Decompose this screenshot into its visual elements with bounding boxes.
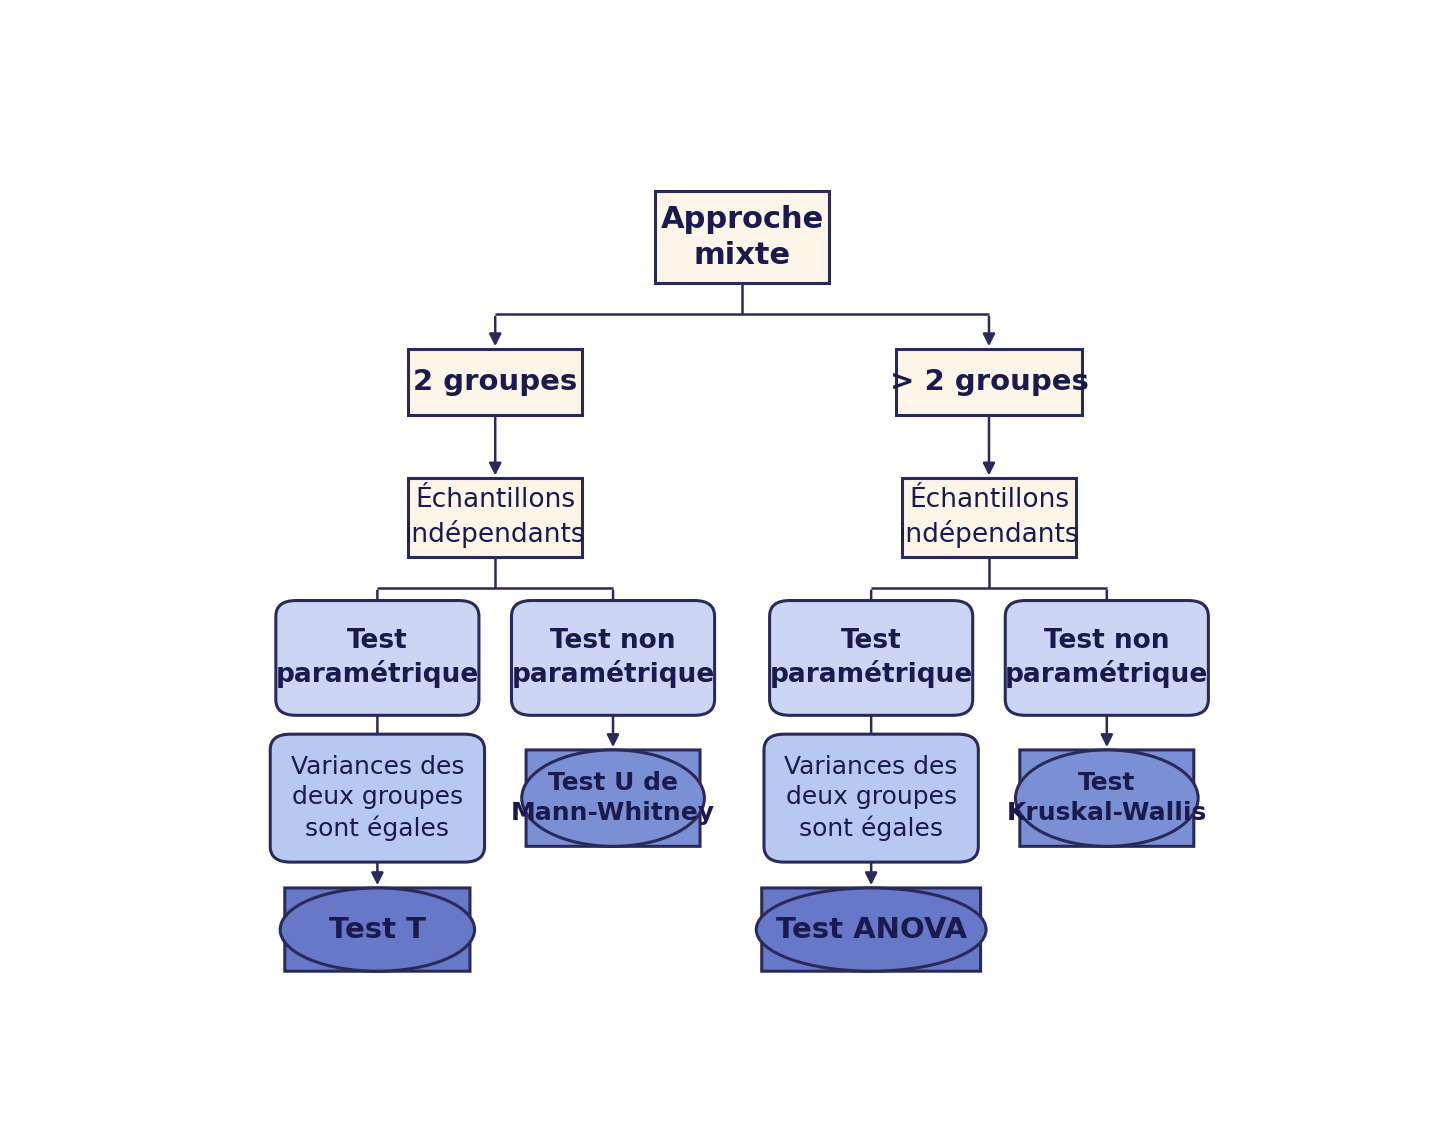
FancyBboxPatch shape <box>408 478 582 558</box>
Text: Test ANOVA: Test ANOVA <box>776 916 967 943</box>
Text: Approche
mixte: Approche mixte <box>660 205 824 270</box>
Text: Test
paramétrique: Test paramétrique <box>769 628 973 688</box>
Text: Test
paramétrique: Test paramétrique <box>275 628 479 688</box>
Text: Échantillons
indépendants: Échantillons indépendants <box>405 487 585 549</box>
FancyBboxPatch shape <box>408 349 582 414</box>
Text: Test U de
Mann-Whitney: Test U de Mann-Whitney <box>511 772 715 825</box>
FancyBboxPatch shape <box>769 601 973 716</box>
Text: Échantillons
indépendants: Échantillons indépendants <box>899 487 1079 549</box>
FancyBboxPatch shape <box>654 191 830 283</box>
FancyBboxPatch shape <box>511 601 715 716</box>
Text: Test
Kruskal-Wallis: Test Kruskal-Wallis <box>1006 772 1208 825</box>
Text: 2 groupes: 2 groupes <box>413 368 578 396</box>
Text: > 2 groupes: > 2 groupes <box>889 368 1089 396</box>
Text: Variances des
deux groupes
sont égales: Variances des deux groupes sont égales <box>785 756 959 841</box>
FancyBboxPatch shape <box>275 601 479 716</box>
Text: Test T: Test T <box>329 916 426 943</box>
Ellipse shape <box>756 888 986 971</box>
FancyBboxPatch shape <box>896 349 1082 414</box>
FancyBboxPatch shape <box>765 734 979 863</box>
Ellipse shape <box>279 888 475 971</box>
Text: Test non
paramétrique: Test non paramétrique <box>511 628 715 688</box>
FancyBboxPatch shape <box>1019 750 1193 847</box>
Text: Test non
paramétrique: Test non paramétrique <box>1005 628 1209 688</box>
FancyBboxPatch shape <box>285 888 471 971</box>
Ellipse shape <box>1015 750 1197 847</box>
FancyBboxPatch shape <box>902 478 1076 558</box>
FancyBboxPatch shape <box>526 750 699 847</box>
FancyBboxPatch shape <box>1005 601 1209 716</box>
Text: Variances des
deux groupes
sont égales: Variances des deux groupes sont égales <box>291 756 465 841</box>
FancyBboxPatch shape <box>762 888 980 971</box>
Ellipse shape <box>521 750 704 847</box>
FancyBboxPatch shape <box>271 734 485 863</box>
